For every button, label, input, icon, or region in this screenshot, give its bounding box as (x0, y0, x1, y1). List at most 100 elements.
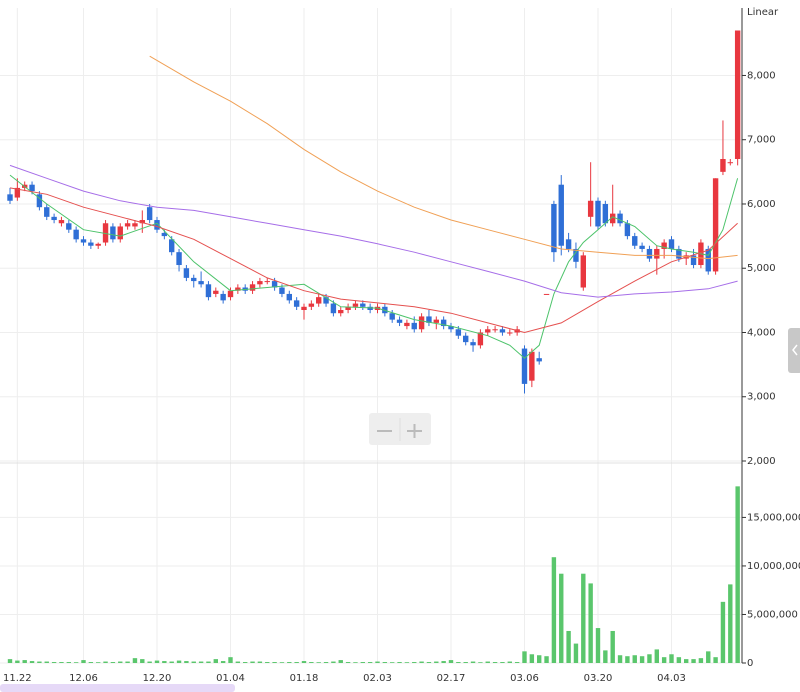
candle-body (191, 277, 197, 282)
volume-bar (22, 660, 27, 663)
volume-bar (684, 659, 689, 663)
candle-body (183, 268, 190, 278)
candle-body (610, 213, 616, 224)
y-tick-label: 3,000 (747, 392, 776, 403)
x-tick-label: 02.03 (363, 673, 392, 684)
scroll-bar[interactable] (0, 684, 235, 692)
candle-body (235, 287, 241, 291)
volume-bar (581, 573, 586, 663)
candle-body (433, 319, 439, 323)
volume-bar (588, 583, 593, 663)
volume-bar (66, 662, 71, 663)
candle-body (293, 300, 300, 307)
candle-body (176, 252, 182, 266)
candle-body (117, 226, 123, 240)
volume-bar (463, 662, 468, 663)
x-tick-label: 12.20 (143, 673, 172, 684)
volume-bar (235, 661, 241, 663)
candle-body (485, 329, 491, 333)
volume-bar (73, 662, 79, 663)
volume-bar (566, 630, 571, 663)
candle-body (536, 358, 542, 362)
candle-body (330, 303, 337, 314)
candle-body (124, 223, 131, 227)
volume-bar (735, 486, 740, 663)
volume-bar (331, 661, 336, 663)
x-tick-label: 12.06 (69, 673, 98, 684)
volume-bar (162, 661, 167, 663)
candle-body (73, 229, 79, 240)
candle-body (95, 243, 101, 246)
candle-body (396, 319, 403, 323)
candle-body (720, 159, 726, 172)
candle-body (220, 293, 226, 301)
candle-body (389, 313, 395, 320)
volume-bar (338, 660, 343, 663)
volume-bar (603, 650, 608, 663)
candle-body (639, 245, 645, 249)
candle-body (587, 200, 594, 217)
volume-bar (176, 660, 182, 663)
moving-average-line (9, 164, 738, 298)
candle-body (7, 194, 13, 201)
candle-body (646, 248, 653, 259)
candle-body (602, 203, 609, 224)
candle-body (595, 200, 601, 227)
volume-bar (456, 662, 461, 663)
candle-body (529, 351, 535, 381)
volume-bar (500, 662, 505, 663)
volume-bar (529, 654, 535, 663)
volume-bar (279, 662, 285, 663)
volume-bar (492, 662, 498, 663)
candle-body (132, 223, 138, 227)
volume-bar (220, 661, 226, 663)
candle-body (654, 248, 660, 259)
volume-bar (559, 573, 564, 663)
candle-body (249, 284, 256, 291)
volume-bar (610, 630, 615, 663)
candle-body (58, 220, 65, 224)
candle-body (624, 223, 631, 237)
candle-body (316, 297, 322, 304)
candle-body (404, 322, 410, 327)
volume-bar (125, 661, 130, 663)
candle-body (14, 187, 21, 198)
volume-bar (169, 661, 174, 663)
volume-bar (243, 662, 248, 663)
volume-bar (250, 661, 255, 663)
y-tick-label: 8,000 (747, 70, 776, 81)
candle-body (279, 287, 285, 294)
volume-bar (81, 660, 86, 663)
volume-bar (309, 662, 314, 663)
candle-body (198, 281, 204, 285)
candle-body (36, 194, 43, 208)
volume-bar (382, 662, 388, 663)
candle-body (661, 242, 667, 249)
candle-body (632, 236, 638, 246)
marks (7, 30, 741, 663)
volume-bar (118, 661, 123, 663)
volume-bar (191, 661, 196, 663)
candle-body (51, 216, 57, 221)
candle-body (455, 329, 462, 336)
candle-body (154, 220, 160, 230)
volume-bar (728, 584, 733, 663)
candle-body (712, 178, 719, 272)
tab-arrow (792, 344, 798, 356)
volume-bar (272, 662, 277, 663)
candle-body (507, 332, 513, 334)
candle-body (573, 248, 579, 262)
candle-body (617, 213, 623, 224)
candle-body (257, 281, 263, 285)
volume-bar (265, 662, 270, 663)
candle-body (463, 335, 469, 343)
zoom-control[interactable] (369, 413, 431, 445)
volume-bar (345, 662, 351, 663)
volume-bar (375, 661, 380, 663)
candle-body (367, 306, 373, 310)
volume-bar (632, 655, 637, 663)
y-tick-label: 4,000 (747, 327, 776, 338)
volume-bar (213, 659, 218, 663)
